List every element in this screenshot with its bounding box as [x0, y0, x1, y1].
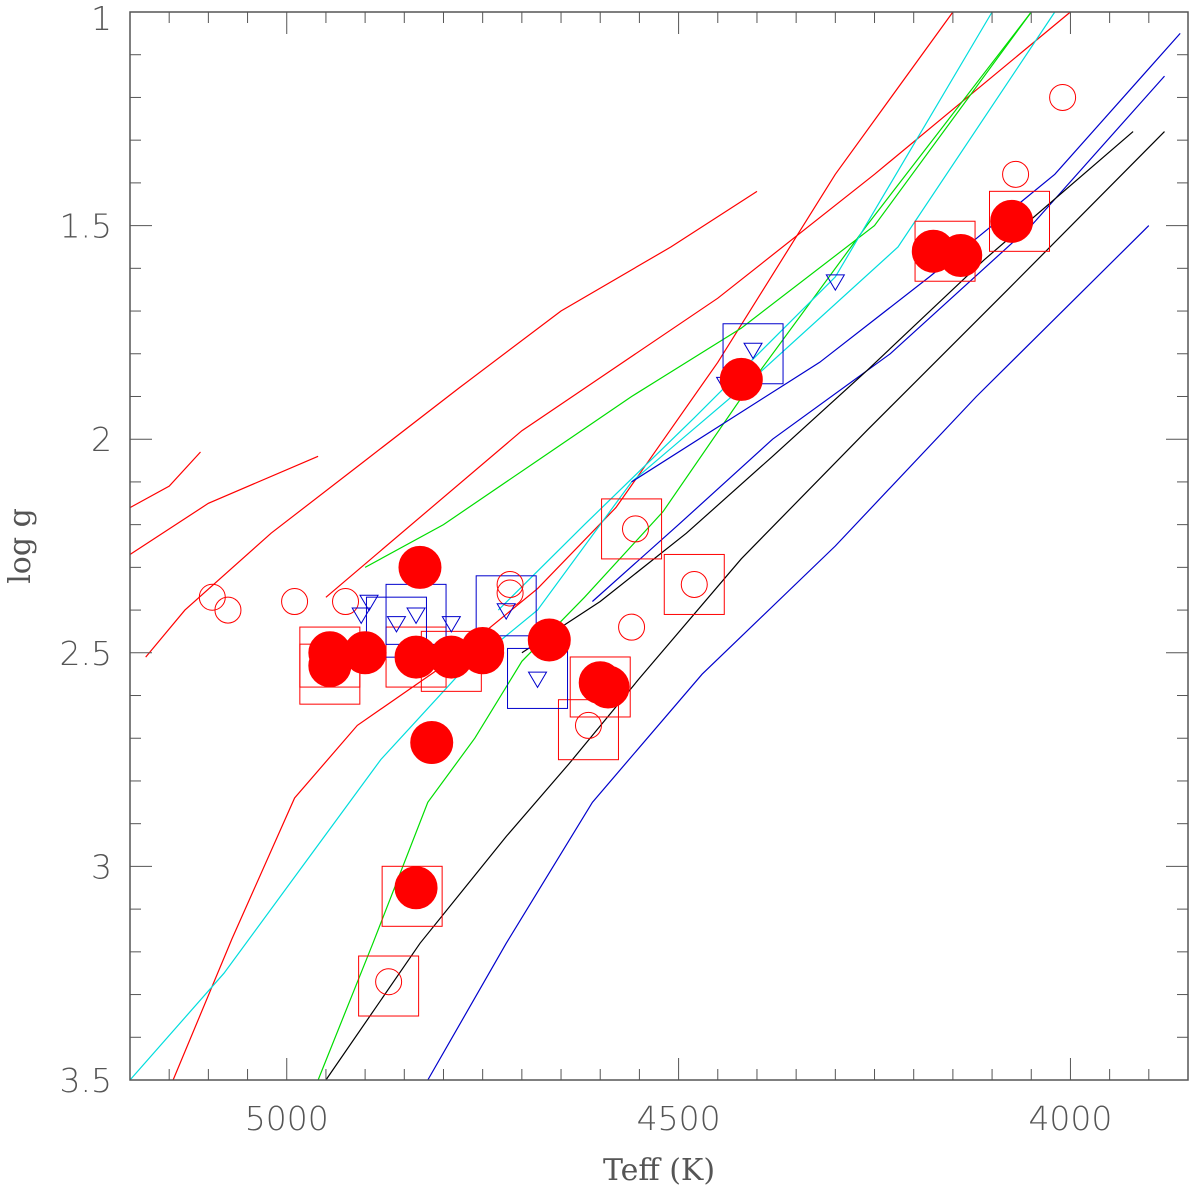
markers-layer [198, 83, 1077, 1017]
open-circles-red-point-7 [1002, 160, 1030, 188]
open-circles-red-point-1 [496, 579, 524, 607]
filled-circles-point-11 [410, 721, 454, 765]
open-circles-red-point-8 [1049, 83, 1077, 111]
open-triangles-blue-point-6 [527, 671, 548, 689]
open-circles-red-point-5 [574, 711, 602, 739]
x-tick-labels: 5000 4500 4000 [245, 1099, 1113, 1138]
tracks-layer [129, 11, 1181, 1081]
track-red-0 [325, 11, 1071, 598]
track-cyan-8 [497, 11, 993, 611]
open-squares-red-point-4 [569, 656, 631, 718]
open-circles-red-point-0 [496, 570, 524, 598]
filled-circles-point-12 [394, 866, 438, 910]
y-tick-labels: 1 1.5 2 2.5 3 3.5 [60, 0, 112, 1100]
track-red-4 [172, 11, 954, 1081]
open-circles-red-point-9 [198, 583, 226, 611]
open-circles-red-point-4 [618, 613, 646, 641]
track-green-5 [317, 11, 1032, 1081]
plot-frame [129, 11, 1189, 1081]
open-triangles-blue-point-0 [359, 594, 379, 612]
open-circles-red-point-10 [214, 596, 242, 624]
x-tick-label-5000: 5000 [245, 1099, 329, 1138]
y-tick-label-1: 1 [91, 0, 112, 38]
open-triangles-blue-point-3 [406, 607, 426, 625]
x-tick-label-4500: 4500 [637, 1099, 721, 1138]
open-triangles-blue-point-1 [351, 607, 372, 625]
filled-circles-point-7 [461, 631, 505, 675]
open-squares-red-point-11 [989, 190, 1051, 252]
y-axis-label: log g [3, 508, 38, 584]
filled-circles-point-13 [719, 357, 763, 401]
open-squares-blue-point-2 [475, 575, 537, 637]
open-squares-red-point-9 [663, 553, 725, 615]
open-circles-red-point-2 [621, 515, 649, 543]
track-black-12 [325, 131, 1165, 1081]
y-tick-label-2: 2 [91, 420, 112, 459]
open-triangles-blue-point-8 [743, 342, 763, 360]
y-tick-label-3-5: 3.5 [60, 1061, 112, 1100]
open-squares-blue-point-1 [385, 583, 447, 645]
ticks-layer [130, 11, 1189, 1081]
open-circles-red-point-6 [375, 968, 403, 996]
x-tick-label-4000: 4000 [1028, 1099, 1112, 1138]
y-tick-label-3: 3 [91, 847, 112, 886]
track-cyan-7 [129, 11, 1056, 1081]
track-green-6 [364, 11, 1032, 568]
filled-circles-point-15 [939, 234, 983, 278]
open-circles-red-point-11 [281, 588, 309, 616]
track-red-2 [129, 455, 319, 556]
filled-circles-point-8 [527, 618, 571, 662]
open-triangles-blue-point-5 [496, 603, 517, 621]
open-squares-red-point-7 [358, 955, 420, 1017]
track-blue-11 [631, 33, 1181, 483]
filled-circles-point-10 [578, 661, 622, 705]
open-triangles-blue-point-4 [441, 616, 462, 633]
open-triangles-blue-point-9 [825, 274, 846, 292]
open-circles-red-point-3 [680, 570, 708, 598]
open-circles-red-point-12 [332, 588, 360, 616]
open-triangles-blue-point-2 [386, 616, 407, 633]
filled-circles-point-16 [990, 199, 1034, 243]
track-red-1 [145, 190, 758, 658]
track-red-3 [129, 451, 201, 509]
y-tick-label-1-5: 1.5 [60, 207, 112, 246]
filled-circles-point-3 [398, 545, 442, 589]
track-black-13 [521, 131, 1134, 654]
y-tick-label-2-5: 2.5 [60, 634, 112, 673]
filled-circles-point-2 [343, 631, 387, 675]
open-squares-red-point-8 [601, 498, 663, 560]
track-blue-10 [427, 225, 1150, 1081]
track-blue-9 [592, 75, 1165, 602]
x-axis-label: Teff (K) [603, 1153, 715, 1188]
open-squares-red-point-6 [381, 865, 443, 927]
